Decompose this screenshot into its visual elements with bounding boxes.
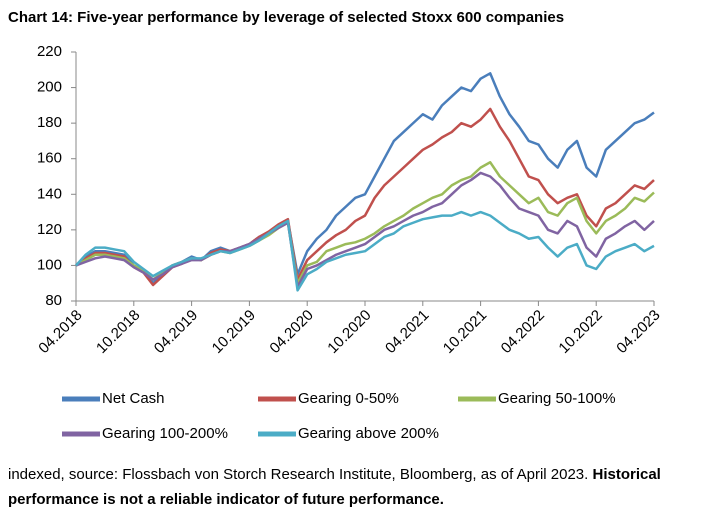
y-tick-label: 200 xyxy=(37,79,62,96)
series-line xyxy=(75,171,655,289)
x-tick-label: 04.2018 xyxy=(35,307,85,357)
disclaimer: Historical performance is not a reliable… xyxy=(8,466,661,508)
x-tick-label: 10.2021 xyxy=(440,307,490,357)
footnote: indexed, source: Flossbach von Storch Re… xyxy=(8,462,698,512)
chart-title: Chart 14: Five-year performance by lever… xyxy=(8,9,564,26)
x-tick-label: 04.2020 xyxy=(266,307,316,357)
y-tick-label: 160 xyxy=(37,150,62,167)
legend-label: Gearing above 200% xyxy=(298,425,439,442)
x-tick-label: 04.2022 xyxy=(498,307,548,357)
legend-label: Net Cash xyxy=(102,390,165,407)
series-line xyxy=(75,210,655,292)
legend-label: Gearing 50-100% xyxy=(498,390,616,407)
x-tick-label: 04.2021 xyxy=(382,307,432,357)
series-line xyxy=(75,107,655,287)
source-note: indexed, source: Flossbach von Storch Re… xyxy=(8,466,589,483)
chart: Chart 14: Five-year performance by lever… xyxy=(8,9,664,442)
x-tick-label: 04.2019 xyxy=(151,307,201,357)
x-tick-label: 04.2023 xyxy=(613,307,663,357)
y-tick-label: 80 xyxy=(45,292,62,309)
x-tick-label: 10.2020 xyxy=(324,307,374,357)
y-tick-label: 100 xyxy=(37,256,62,273)
x-tick-label: 10.2019 xyxy=(209,307,259,357)
x-tick-label: 10.2022 xyxy=(555,307,605,357)
legend-label: Gearing 0-50% xyxy=(298,390,399,407)
legend-label: Gearing 100-200% xyxy=(102,425,228,442)
x-tick-label: 10.2018 xyxy=(93,307,143,357)
y-tick-label: 180 xyxy=(37,114,62,131)
y-tick-label: 140 xyxy=(37,185,62,202)
y-tick-label: 120 xyxy=(37,221,62,238)
y-tick-label: 220 xyxy=(37,43,62,60)
